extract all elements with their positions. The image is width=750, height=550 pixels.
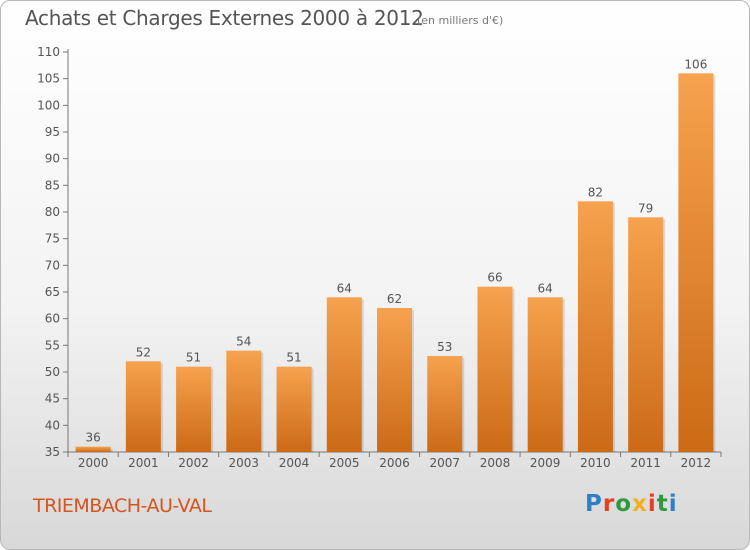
bar-2000 xyxy=(75,446,111,452)
y-tick-label: 65 xyxy=(45,285,60,299)
value-label: 82 xyxy=(588,185,603,199)
y-tick-label: 85 xyxy=(45,178,60,192)
y-tick-label: 35 xyxy=(45,445,60,459)
x-tick-label: 2000 xyxy=(78,456,109,470)
x-tick-label: 2008 xyxy=(480,456,511,470)
proxiti-logo[interactable]: Proxiti xyxy=(585,491,678,517)
logo-letter: o xyxy=(615,491,633,517)
x-tick-label: 2006 xyxy=(379,456,410,470)
chart-subtitle: (en milliers d'€) xyxy=(417,14,504,27)
chart-title: Achats et Charges Externes 2000 à 2012 xyxy=(25,6,424,30)
y-tick-label: 45 xyxy=(45,392,60,406)
value-label: 36 xyxy=(85,431,100,445)
bar-2006 xyxy=(377,308,412,452)
y-tick-label: 95 xyxy=(45,125,60,139)
y-tick-label: 90 xyxy=(45,152,60,166)
value-label: 51 xyxy=(186,351,201,365)
bar-2002 xyxy=(176,366,212,452)
logo-letter: i xyxy=(647,491,657,517)
bar-2008 xyxy=(477,286,513,452)
y-tick-label: 40 xyxy=(45,418,60,432)
y-tick-label: 70 xyxy=(45,258,60,272)
bar-2010 xyxy=(577,201,613,452)
bar-2004 xyxy=(276,366,312,452)
logo-letter: P xyxy=(585,491,603,517)
value-label: 54 xyxy=(236,335,251,349)
x-tick-label: 2003 xyxy=(229,456,260,470)
x-tick-label: 2007 xyxy=(429,456,460,470)
axes: 35 40 45 50 55 60 65 70 75 80 85 90 95 100 105 110 xyxy=(37,45,722,459)
x-tick-label: 2002 xyxy=(178,456,209,470)
value-label: 51 xyxy=(286,351,301,365)
bar-2011 xyxy=(628,217,664,452)
x-tick-label: 2005 xyxy=(329,456,360,470)
bars xyxy=(75,73,716,452)
value-label: 106 xyxy=(684,57,707,71)
value-label: 64 xyxy=(337,281,352,295)
value-label: 62 xyxy=(387,292,402,306)
data-labels: 2000 36 2001 52 2002 51 2003 54 2004 51 2005 64 2006… xyxy=(78,57,711,470)
bar-2012 xyxy=(678,73,714,452)
y-tick-label: 80 xyxy=(45,205,60,219)
bar-2009 xyxy=(527,297,563,452)
x-tick-label: 2001 xyxy=(128,456,159,470)
x-tick-label: 2004 xyxy=(279,456,310,470)
x-tick-label: 2010 xyxy=(580,456,611,470)
y-tick-label: 75 xyxy=(45,232,60,246)
bar-2005 xyxy=(326,297,362,452)
bar-2007 xyxy=(427,356,463,452)
bar-2003 xyxy=(226,350,262,452)
y-tick-label: 105 xyxy=(37,72,60,86)
value-label: 53 xyxy=(437,340,452,354)
bar-2001 xyxy=(125,361,161,452)
value-label: 64 xyxy=(538,281,553,295)
value-label: 79 xyxy=(638,201,653,215)
commune-name: TRIEMBACH-AU-VAL xyxy=(33,495,212,517)
y-tick-label: 55 xyxy=(45,338,60,352)
x-tick-label: 2011 xyxy=(630,456,661,470)
x-tick-label: 2012 xyxy=(681,456,712,470)
value-label: 52 xyxy=(136,345,151,359)
logo-letter: r xyxy=(602,491,616,517)
y-tick-label: 110 xyxy=(37,45,60,59)
x-tick-label: 2009 xyxy=(530,456,561,470)
y-tick-label: 50 xyxy=(45,365,60,379)
logo-letter: i xyxy=(668,491,678,517)
value-label: 66 xyxy=(487,271,502,285)
logo-letter: x xyxy=(632,491,648,517)
logo-letter: t xyxy=(656,491,669,517)
y-tick-label: 100 xyxy=(37,98,60,112)
y-tick-label: 60 xyxy=(45,312,60,326)
